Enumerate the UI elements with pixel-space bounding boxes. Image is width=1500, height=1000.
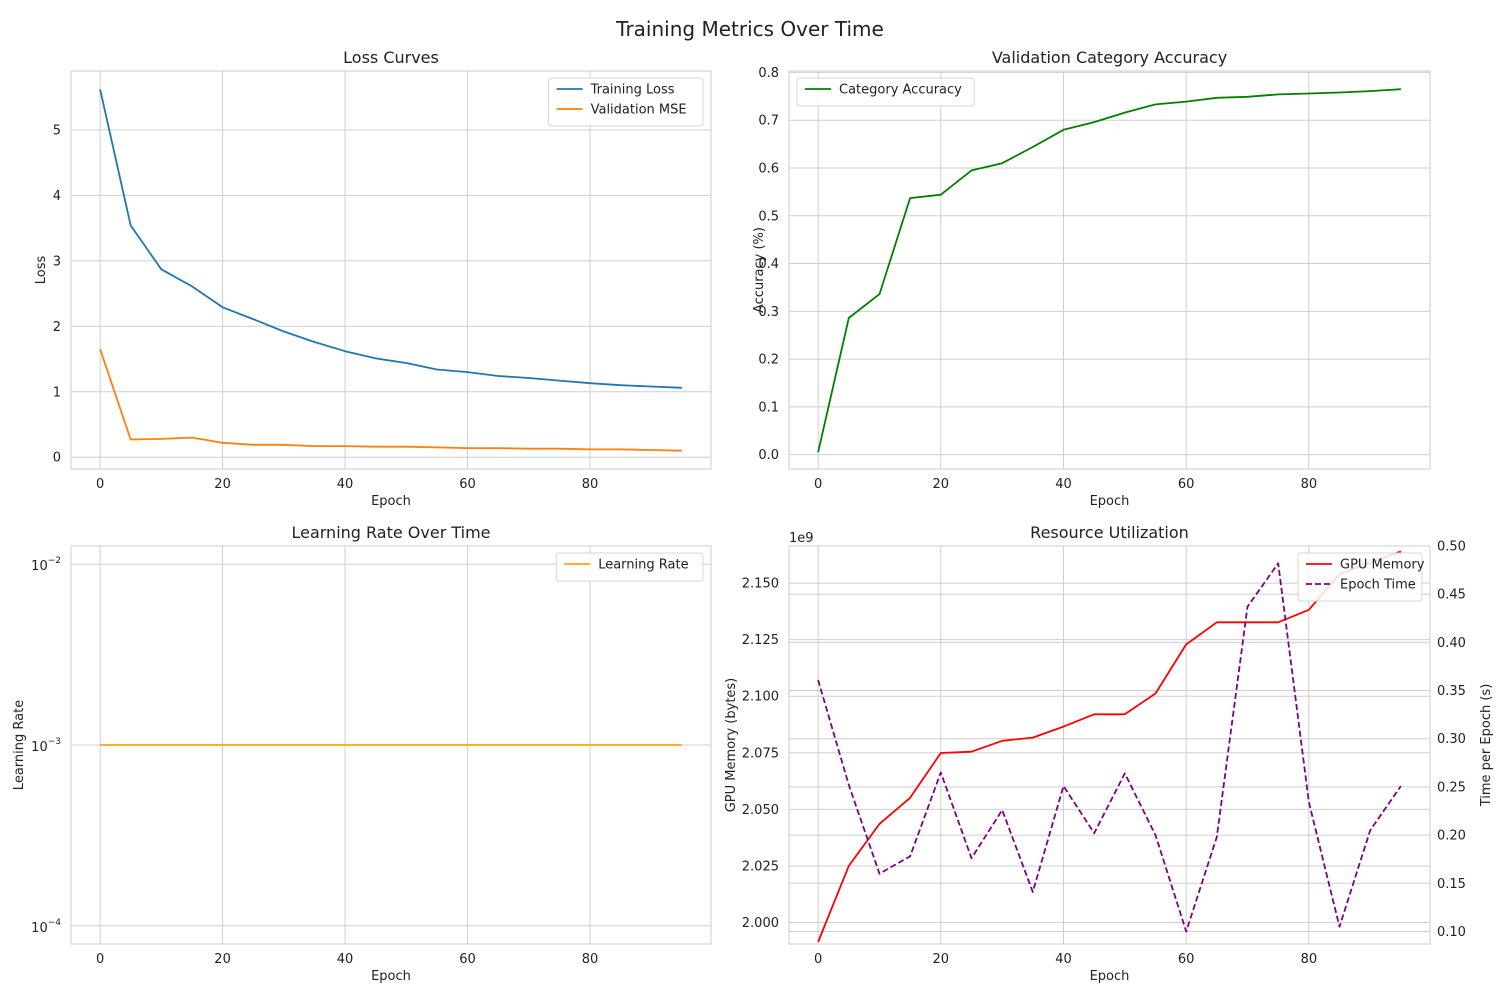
resource-utilization-panel: 0 20 40 60 80 2.000 2.025 2.050 2.075 2.100 2.125 2… — [724, 523, 1494, 984]
legend: GPU Memory Epoch Time — [1297, 552, 1425, 602]
x-tick-label: 20 — [214, 952, 231, 967]
y-tick-label: 0.8 — [758, 66, 779, 81]
series-line-epoch-time — [817, 562, 1402, 933]
x-tick-label: 20 — [933, 477, 950, 492]
x-tick-label: 40 — [337, 952, 354, 967]
y-right-tick-label: 0.15 — [1437, 877, 1466, 892]
x-tick-label: 60 — [1178, 952, 1195, 967]
x-tick-label: 60 — [459, 477, 476, 492]
x-tick-label: 60 — [459, 952, 476, 967]
x-tick-label: 0 — [96, 477, 104, 492]
y-right-tick-label: 0.10 — [1437, 925, 1466, 940]
y-right-tick-label: 0.50 — [1437, 540, 1466, 555]
x-tick-label: 20 — [933, 952, 950, 967]
y-tick-label: 0.2 — [758, 353, 779, 368]
y-tick-label: 1 — [53, 385, 61, 400]
x-axis-label: Epoch — [371, 494, 411, 509]
axis-offset-label: 1e9 — [789, 531, 814, 546]
y-tick-label: 2.000 — [742, 916, 779, 931]
x-axis-label: Epoch — [371, 969, 411, 984]
figure-title: Training Metrics Over Time — [615, 17, 884, 41]
legend-label: Validation MSE — [591, 103, 687, 118]
y-tick-label: 0.0 — [758, 448, 779, 463]
x-tick-label: 40 — [337, 477, 354, 492]
y-tick-label: 2.150 — [742, 577, 779, 592]
y-tick-label: 0.6 — [758, 161, 779, 176]
x-tick-label: 80 — [582, 477, 599, 492]
plot-frame — [70, 70, 712, 470]
y-tick-label: 2.125 — [742, 633, 779, 648]
y-tick-label: 10−2 — [31, 556, 61, 574]
legend-box — [796, 77, 975, 107]
loss-curves-panel: 0 20 40 60 80 0 1 2 3 4 5 Loss Curves Epoch Loss Train… — [34, 48, 712, 509]
panel-title: Loss Curves — [343, 48, 439, 67]
y-axis-label: Loss — [34, 256, 49, 285]
x-tick-label: 40 — [1055, 952, 1072, 967]
x-tick-label: 80 — [1301, 952, 1318, 967]
x-axis-label: Epoch — [1090, 969, 1130, 984]
y-tick-label: 5 — [53, 123, 61, 138]
y-right-tick-label: 0.35 — [1437, 684, 1466, 699]
x-tick-label: 20 — [214, 477, 231, 492]
x-tick-label: 0 — [96, 952, 104, 967]
x-tick-label: 80 — [582, 952, 599, 967]
y-tick-label: 2.050 — [742, 803, 779, 818]
panel-title: Learning Rate Over Time — [291, 523, 490, 542]
learning-rate-panel: 0 20 40 60 80 10−4 10−3 10−2 Learning Rate Over … — [12, 523, 712, 984]
y-tick-label: 0.7 — [758, 114, 779, 129]
y-tick-label: 2.025 — [742, 859, 779, 874]
x-tick-label: 0 — [814, 477, 822, 492]
legend: Category Accuracy — [796, 77, 975, 107]
y-tick-label: 3 — [53, 254, 61, 269]
legend-box — [555, 552, 704, 582]
legend-box — [548, 77, 704, 127]
y-tick-label: 2.100 — [742, 690, 779, 705]
y-tick-label: 0 — [53, 451, 61, 466]
y-tick-label: 0.3 — [758, 305, 779, 320]
y-tick-label: 0.4 — [758, 257, 779, 272]
y-right-tick-label: 0.40 — [1437, 636, 1466, 651]
y-right-axis-label: Time per Epoch (s) — [1479, 684, 1494, 808]
validation-accuracy-panel: 0 20 40 60 80 0.0 0.1 0.2 0.3 0.4 0.5 0.6 0.7 0.8 Vali… — [752, 48, 1431, 509]
y-tick-label: 2 — [53, 320, 61, 335]
y-right-tick-label: 0.25 — [1437, 780, 1466, 795]
x-axis-label: Epoch — [1090, 494, 1130, 509]
legend-label: Category Accuracy — [839, 83, 962, 98]
y-right-tick-label: 0.20 — [1437, 829, 1466, 844]
series-line-gpu-memory — [817, 550, 1402, 943]
y-tick-label: 10−4 — [31, 918, 61, 936]
series-line-training-loss — [99, 89, 682, 389]
legend-label: Learning Rate — [598, 558, 688, 573]
panel-title: Resource Utilization — [1030, 523, 1189, 542]
legend-label: Training Loss — [590, 83, 675, 98]
x-tick-label: 0 — [814, 952, 822, 967]
series-line-validation-mse — [99, 348, 682, 452]
plot-frame — [788, 545, 1431, 945]
y-axis-label: Accuracy (%) — [752, 227, 767, 313]
plot-frame — [70, 545, 712, 945]
x-tick-label: 40 — [1055, 477, 1072, 492]
y-tick-label: 10−3 — [31, 737, 61, 755]
plot-frame — [788, 70, 1431, 470]
legend-label: Epoch Time — [1340, 578, 1416, 593]
legend: Training Loss Validation MSE — [548, 77, 704, 127]
y-tick-label: 4 — [53, 189, 61, 204]
y-tick-label: 2.075 — [742, 746, 779, 761]
legend-box — [1297, 552, 1423, 602]
y-right-tick-label: 0.45 — [1437, 588, 1466, 603]
x-tick-label: 60 — [1178, 477, 1195, 492]
series-line-category-accuracy — [817, 88, 1401, 453]
legend: Learning Rate — [555, 552, 704, 582]
x-tick-label: 80 — [1301, 477, 1318, 492]
panel-title: Validation Category Accuracy — [992, 48, 1227, 67]
y-axis-label: Learning Rate — [12, 700, 27, 790]
y-tick-label: 0.1 — [758, 400, 779, 415]
y-right-tick-label: 0.30 — [1437, 732, 1466, 747]
legend-label: GPU Memory — [1340, 558, 1425, 573]
y-axis-label: GPU Memory (bytes) — [724, 678, 739, 813]
y-tick-label: 0.5 — [758, 209, 779, 224]
